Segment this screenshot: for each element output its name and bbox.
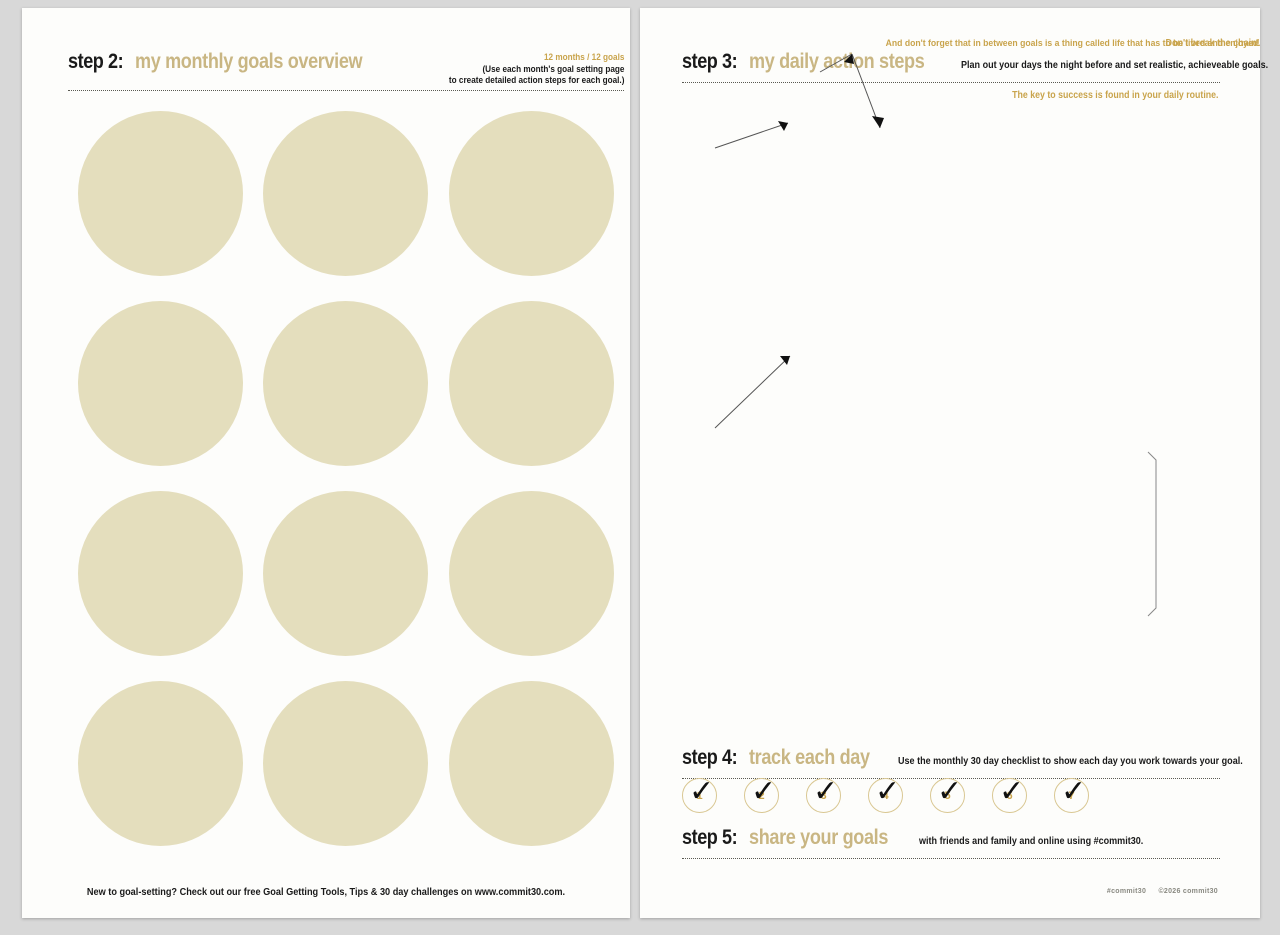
- day-tracker-number: 5: [944, 789, 951, 802]
- day-tracker-circle[interactable]: 2 ✓: [744, 774, 779, 813]
- step2-title: my monthly goals overview: [135, 50, 363, 73]
- step3-heading-row: step 3: my daily action steps Plan out y…: [682, 50, 1268, 74]
- step5-title: share your goals: [749, 826, 889, 849]
- step4-header: step 4: track each day Use the monthly 3…: [682, 746, 1242, 779]
- left-page: step 2: my monthly goals overview 12 mon…: [22, 8, 630, 918]
- day-tracker-number: 2: [758, 789, 765, 802]
- footer-copyright: ©2026 commit30: [1158, 888, 1218, 895]
- goal-circle[interactable]: [78, 490, 244, 656]
- goal-circle[interactable]: [448, 110, 614, 276]
- day-tracker-circle[interactable]: 6 ✓: [992, 774, 1027, 813]
- day-tracker-number: 6: [1006, 789, 1013, 802]
- checkmark-icon: ✓: [689, 774, 715, 809]
- goal-circle[interactable]: [448, 300, 614, 466]
- step4-number: step 4:: [682, 746, 738, 769]
- key-to-success-line: The key to success is found in your dail…: [1011, 90, 1218, 101]
- goal-circle[interactable]: [78, 680, 244, 846]
- step4-title: track each day: [749, 746, 870, 769]
- step2-number: step 2:: [68, 50, 124, 73]
- day-tracker-number: 4: [882, 789, 889, 802]
- goal-circle[interactable]: [78, 300, 244, 466]
- step2-heading-row: step 2: my monthly goals overview: [68, 50, 624, 74]
- footer-hashtag: #commit30: [1106, 888, 1147, 895]
- left-header-note-line2: to create detailed action steps for each…: [448, 75, 624, 85]
- step5-tagline: And don't forget that in between goals i…: [885, 38, 1260, 49]
- day-tracker-circle[interactable]: 7 ✓: [1054, 774, 1089, 813]
- day-tracker-circles: 1 ✓ 2 ✓ 3 ✓ 4 ✓ 5 ✓ 6 ✓ 7 ✓: [682, 774, 1089, 813]
- checkmark-icon: ✓: [999, 774, 1025, 809]
- checkmark-icon: ✓: [751, 774, 777, 809]
- left-page-footer: New to goal-setting? Check out our free …: [86, 887, 566, 898]
- step4-heading-row: step 4: track each day Use the monthly 3…: [682, 746, 1242, 770]
- dont-break-chain-label: Don't break the chain!: [1165, 38, 1260, 49]
- step3-number: step 3:: [682, 50, 738, 73]
- day-tracker-circle[interactable]: 4 ✓: [868, 774, 903, 813]
- right-page: step 3: my daily action steps Plan out y…: [640, 8, 1268, 918]
- step5-note: with friends and family and online using…: [918, 835, 1144, 847]
- goal-circle[interactable]: [448, 490, 614, 656]
- step3-title: my daily action steps: [749, 50, 925, 73]
- step3-header: step 3: my daily action steps Plan out y…: [682, 50, 1268, 83]
- right-page-footer: #commit30 ©2026 commit30: [1097, 888, 1218, 895]
- day-tracker-circle[interactable]: 3 ✓: [806, 774, 841, 813]
- day-tracker-number: 3: [820, 789, 827, 802]
- goal-circle-grid: [68, 98, 624, 858]
- checkmark-icon: ✓: [937, 774, 963, 809]
- goal-circle[interactable]: [78, 110, 244, 276]
- step5-heading-row: step 5: share your goals with friends an…: [682, 826, 1220, 850]
- step5-divider: [682, 858, 1220, 859]
- checkmark-icon: ✓: [813, 774, 839, 809]
- checkmark-icon: ✓: [875, 774, 901, 809]
- day-tracker-number: 1: [696, 789, 703, 802]
- goal-circle[interactable]: [263, 680, 429, 846]
- goal-circle[interactable]: [263, 110, 429, 276]
- left-page-header: step 2: my monthly goals overview 12 mon…: [68, 50, 624, 91]
- step5-header: step 5: share your goals with friends an…: [682, 826, 1220, 859]
- step3-divider: [682, 82, 1220, 83]
- left-header-note-line1: (Use each month's goal setting page: [482, 63, 624, 74]
- step4-note: Use the monthly 30 day checklist to show…: [897, 755, 1243, 767]
- goal-circle[interactable]: [263, 490, 429, 656]
- step3-note: Plan out your days the night before and …: [961, 59, 1269, 71]
- checkmark-icon: ✓: [1061, 774, 1087, 809]
- left-header-divider: [68, 90, 624, 91]
- months-goals-label: 12 months / 12 goals: [543, 52, 624, 62]
- goal-circle[interactable]: [263, 300, 429, 466]
- day-tracker-number: 7: [1068, 789, 1075, 802]
- step5-number: step 5:: [682, 826, 738, 849]
- left-header-note: 12 months / 12 goals (Use each month's g…: [449, 52, 624, 87]
- day-tracker-circle[interactable]: 1 ✓: [682, 774, 717, 813]
- goal-circle[interactable]: [448, 680, 614, 846]
- day-tracker-circle[interactable]: 5 ✓: [930, 774, 965, 813]
